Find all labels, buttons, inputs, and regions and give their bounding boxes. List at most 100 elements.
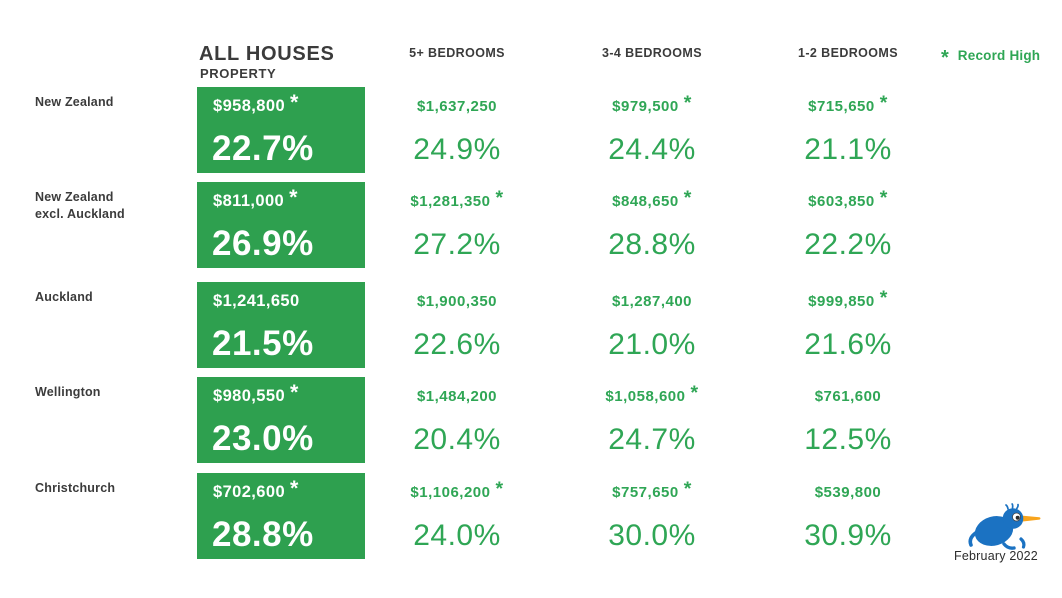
table-row: Wellington $980,550 * 23.0% $1,484,200 20.4% $… (0, 377, 1062, 463)
price-text: $539,800 (814, 484, 882, 501)
percent-value: 24.7% (608, 423, 696, 456)
all-houses-title: ALL HOUSES (199, 43, 335, 65)
price-value: $1,281,350 * (362, 188, 552, 213)
record-high-star-icon: * (690, 382, 699, 404)
column-header-1-2-bedrooms: 1-2 BEDROOMS (798, 46, 898, 60)
percent-value: 24.4% (608, 133, 696, 166)
price-value: $702,600 * (213, 477, 299, 503)
price-value: $757,650 * (557, 479, 747, 504)
price-text: $761,600 (814, 388, 882, 405)
record-high-star-icon: * (290, 90, 299, 114)
price-value: $1,106,200 * (362, 479, 552, 504)
column-header-3-4-bedrooms: 3-4 BEDROOMS (602, 46, 702, 60)
percent-value: 22.2% (804, 228, 892, 261)
percent-value: 24.0% (413, 519, 501, 552)
percent-value: 23.0% (212, 419, 314, 458)
bedroom-cell: $999,850 * 21.6% (753, 282, 943, 368)
record-high-star-icon: * (683, 478, 692, 500)
kiwi-bird-icon (968, 503, 1041, 550)
record-high-star-icon: * (289, 185, 298, 209)
bedroom-cell: $979,500 * 24.4% (557, 87, 747, 173)
table-row: Christchurch $702,600 * 28.8% $1,106,200 * 24.… (0, 473, 1062, 559)
price-text: $603,850 (808, 193, 875, 210)
percent-value: 28.8% (608, 228, 696, 261)
kiwi-bird-logo (964, 503, 1042, 551)
price-text: $811,000 (213, 192, 285, 210)
record-high-star-icon: * (290, 476, 299, 500)
price-text: $848,650 (612, 193, 679, 210)
row-label-line: excl. Auckland (35, 207, 125, 221)
row-label-line: New Zealand (35, 95, 114, 109)
price-value: $1,484,200 (362, 388, 552, 406)
all-houses-cell: $958,800 * 22.7% (197, 87, 365, 173)
bedroom-cell: $715,650 * 21.1% (753, 87, 943, 173)
percent-value: 21.6% (804, 328, 892, 361)
price-value: $1,058,600 * (557, 383, 747, 408)
table-row: Auckland $1,241,650 21.5% $1,900,350 22.6% $1… (0, 282, 1062, 368)
bedroom-cell: $603,850 * 22.2% (753, 182, 943, 268)
percent-value: 21.1% (804, 133, 892, 166)
price-text: $702,600 (213, 483, 286, 501)
price-value: $980,550 * (213, 381, 299, 407)
row-label: Auckland (35, 289, 93, 306)
price-text: $1,637,250 (416, 98, 498, 115)
row-label-line: Wellington (35, 385, 101, 399)
price-value: $999,850 * (753, 288, 943, 313)
price-text: $715,650 (808, 98, 875, 115)
all-houses-cell: $702,600 * 28.8% (197, 473, 365, 559)
price-value: $715,650 * (753, 93, 943, 118)
price-text: $1,281,350 (410, 193, 491, 210)
record-high-star-icon: * (495, 187, 504, 209)
price-value: $603,850 * (753, 188, 943, 213)
price-text: $1,058,600 (605, 388, 686, 405)
record-high-star-icon: * (879, 287, 888, 309)
column-header-5plus-bedrooms: 5+ BEDROOMS (409, 46, 505, 60)
bedroom-cell: $539,800 30.9% (753, 473, 943, 559)
record-high-star-icon: * (683, 92, 692, 114)
percent-value: 21.5% (212, 324, 314, 363)
table-row: New Zealand $958,800 * 22.7% $1,637,250 24.9%… (0, 87, 1062, 173)
record-high-legend: * Record High (941, 45, 1040, 68)
percent-value: 22.6% (413, 328, 501, 361)
row-label: Christchurch (35, 480, 115, 497)
percent-value: 26.9% (212, 224, 314, 263)
price-value: $848,650 * (557, 188, 747, 213)
bedroom-cell: $1,106,200 * 24.0% (362, 473, 552, 559)
price-text: $1,241,650 (213, 292, 300, 310)
all-houses-cell: $811,000 * 26.9% (197, 182, 365, 268)
bedroom-cell: $1,637,250 24.9% (362, 87, 552, 173)
all-houses-cell: $980,550 * 23.0% (197, 377, 365, 463)
record-high-star-icon: * (683, 187, 692, 209)
percent-value: 27.2% (413, 228, 501, 261)
bedroom-cell: $1,484,200 20.4% (362, 377, 552, 463)
record-high-star-icon: * (879, 187, 888, 209)
bedroom-cell: $1,058,600 * 24.7% (557, 377, 747, 463)
percent-value: 30.9% (804, 519, 892, 552)
row-label: Wellington (35, 384, 101, 401)
price-value: $1,241,650 (213, 291, 300, 311)
bedroom-cell: $757,650 * 30.0% (557, 473, 747, 559)
price-value: $539,800 (753, 484, 943, 502)
percent-value: 21.0% (608, 328, 696, 361)
row-label-line: Christchurch (35, 481, 116, 495)
price-text: $1,900,350 (416, 293, 498, 310)
price-text: $757,650 (612, 484, 679, 501)
bedroom-cell: $761,600 12.5% (753, 377, 943, 463)
price-text: $980,550 (213, 387, 286, 405)
percent-value: 24.9% (413, 133, 501, 166)
all-houses-cell: $1,241,650 21.5% (197, 282, 365, 368)
price-text: $979,500 (612, 98, 679, 115)
price-value: $1,900,350 (362, 293, 552, 311)
price-value: $811,000 * (213, 186, 298, 212)
bedroom-cell: $1,287,400 21.0% (557, 282, 747, 368)
record-high-star-icon: * (290, 380, 299, 404)
price-text: $999,850 (808, 293, 875, 310)
percent-value: 22.7% (212, 129, 314, 168)
table-row: New Zealand excl. Auckland $811,000 * 26.9% $… (0, 182, 1062, 268)
row-label: New Zealand excl. Auckland (35, 189, 125, 223)
price-value: $958,800 * (213, 91, 299, 117)
row-label: New Zealand (35, 94, 114, 111)
percent-value: 12.5% (804, 423, 892, 456)
property-subtitle: PROPERTY (200, 66, 277, 81)
